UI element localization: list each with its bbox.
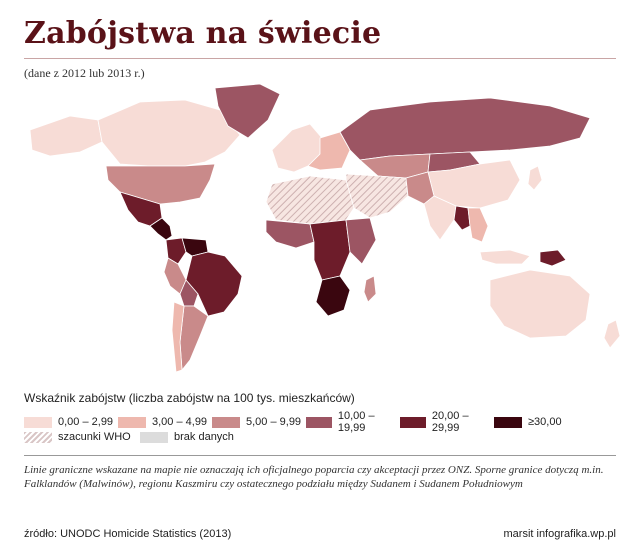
legend-swatch <box>118 416 146 428</box>
legend-swatch <box>306 416 332 428</box>
map-region-greenland <box>214 83 281 139</box>
hatch-swatch <box>24 431 52 443</box>
map-region-argentina <box>179 305 209 371</box>
map-region-central-africa <box>309 219 351 281</box>
map-region-east-africa <box>345 217 377 265</box>
legend-item: ≥30,00 <box>494 416 588 428</box>
legend-swatch <box>400 416 426 428</box>
map-region-australia <box>489 269 591 339</box>
map-region-south-africa <box>315 275 351 317</box>
map-region-papua-new-guinea <box>539 249 567 267</box>
map-region-canada <box>97 99 241 167</box>
legend-label: 5,00 – 9,99 <box>246 416 302 428</box>
page-subtitle: (dane z 2012 lub 2013 r.) <box>24 66 145 80</box>
map-region-middle-east <box>345 173 409 219</box>
footer-divider <box>24 455 616 456</box>
legend-item-no-data: brak danych <box>140 431 256 443</box>
source-text: źródło: UNODC Homicide Statistics (2013) <box>24 528 232 540</box>
map-region-usa <box>105 163 216 205</box>
title-divider <box>24 58 616 59</box>
legend-label: ≥30,00 <box>528 416 562 428</box>
legend-label: szacunki WHO <box>58 431 131 443</box>
legend-label: 3,00 – 4,99 <box>152 416 208 428</box>
map-region-north-africa <box>265 175 355 225</box>
map-region-indonesia <box>479 249 531 265</box>
no-data-swatch <box>140 431 168 443</box>
legend-classes: 0,00 – 2,99 3,00 – 4,99 5,00 – 9,99 10,0… <box>24 410 588 434</box>
legend-swatch <box>212 416 240 428</box>
map-region-myanmar <box>453 205 471 231</box>
legend-item-who: szacunki WHO <box>24 431 140 443</box>
map-region-central-america <box>149 217 173 241</box>
map-region-bolivia <box>179 279 199 307</box>
map-region-japan <box>527 165 543 191</box>
legend-item: 3,00 – 4,99 <box>118 416 212 428</box>
legend-extra: szacunki WHO brak danych <box>24 431 256 443</box>
legend-item: 5,00 – 9,99 <box>212 416 306 428</box>
map-region-southeast-asia <box>467 207 489 243</box>
map-region-colombia <box>165 237 187 265</box>
legend-swatch <box>24 416 52 428</box>
map-region-chile <box>171 301 185 373</box>
legend-label: 0,00 – 2,99 <box>58 416 114 428</box>
credit-text: marsit infografika.wp.pl <box>503 528 617 540</box>
disclaimer-note: Linie graniczne wskazane na mapie nie oz… <box>24 464 604 490</box>
legend-item: 10,00 – 19,99 <box>306 410 400 434</box>
legend-item: 20,00 – 29,99 <box>400 410 494 434</box>
map-region-alaska <box>29 115 103 157</box>
map-region-russia <box>339 97 591 161</box>
legend-title: Wskaźnik zabójstw (liczba zabójstw na 10… <box>24 391 355 405</box>
page-title: Zabójstwa na świecie <box>24 16 382 51</box>
map-region-west-africa <box>265 219 315 249</box>
legend-label: 10,00 – 19,99 <box>337 410 375 434</box>
map-region-madagascar <box>363 275 377 303</box>
legend-label: brak danych <box>174 431 234 443</box>
world-map <box>29 83 621 373</box>
legend-swatch <box>494 416 522 428</box>
legend-label: 20,00 – 29,99 <box>431 410 469 434</box>
map-region-new-zealand <box>603 319 621 349</box>
legend-item: 0,00 – 2,99 <box>24 416 118 428</box>
